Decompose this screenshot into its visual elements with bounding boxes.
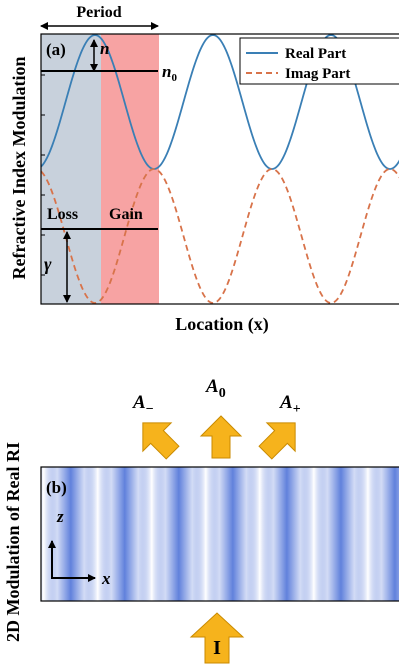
panel-b-label: (b): [46, 478, 67, 497]
y-ticks: [41, 74, 45, 276]
panel-a-label: (a): [46, 40, 66, 59]
beam-minus-label: A−: [132, 392, 154, 417]
imag-part-curve: [40, 168, 399, 304]
n-label: n: [100, 39, 109, 58]
legend-imag-label: Imag Part: [285, 66, 350, 82]
gain-region: [101, 34, 159, 304]
axes-indicator: z x: [48, 507, 111, 588]
gamma-label: γ: [44, 254, 52, 274]
arrow-incident: [189, 612, 245, 664]
legend-real-label: Real Part: [285, 46, 346, 62]
output-arrows: [142, 415, 296, 664]
legend-box: [239, 37, 399, 85]
axis-x-label: x: [101, 569, 111, 588]
incident-label: I: [213, 637, 221, 659]
arrow-plus: [258, 422, 296, 460]
panel-a: Period n γ n0 Loss Gain (a) Real Part Im…: [9, 4, 399, 335]
panel-b-ylabel: 2D Modulation of Real RI: [3, 442, 23, 642]
loss-label: Loss: [47, 206, 78, 223]
legend: Real Part Imag Part: [239, 37, 399, 85]
loss-region: [41, 34, 101, 304]
n0-subscript: 0: [171, 72, 177, 84]
axis-z-label: z: [56, 507, 64, 526]
period-label: Period: [76, 4, 121, 21]
y-axis-label: Refractive Index Modulation: [9, 57, 29, 280]
panel-b: 2D Modulation of Real RI A− A0 A+: [3, 376, 399, 664]
beam-plus-label: A+: [279, 392, 301, 417]
beam-zero-label: A0: [205, 376, 226, 401]
arrow-minus: [142, 422, 180, 460]
plot-frame: [40, 33, 399, 305]
arrow-zero: [199, 415, 243, 459]
n0-label: n0: [162, 62, 177, 84]
x-axis-label: Location (x): [175, 314, 269, 335]
modulation-slab: [40, 466, 399, 602]
gain-label: Gain: [109, 206, 143, 223]
